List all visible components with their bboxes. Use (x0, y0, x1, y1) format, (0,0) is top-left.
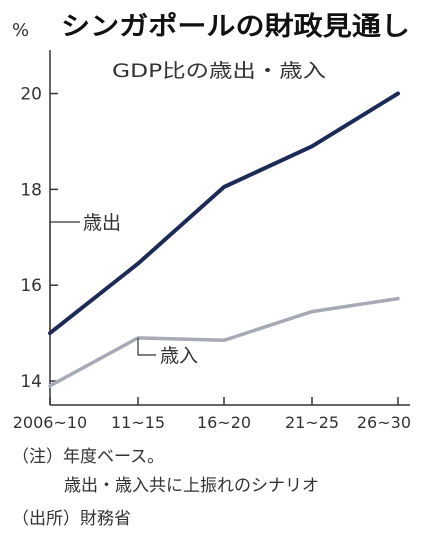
axes: 14 16 18 20 2006~10 11~15 16~20 21~25 26~30 (13, 50, 411, 432)
x-tick-label: 26~30 (357, 413, 411, 432)
chart-title: シンガポールの財政見通し (61, 11, 410, 42)
expenditure-label: 歳出 (83, 212, 121, 234)
series-lines (48, 91, 400, 388)
revenue-leader-line (137, 337, 156, 356)
footnote-scenario: 歳出・歳入共に上振れのシナリオ (64, 476, 319, 496)
chart-subtitle: GDP比の歳出・歳入 (112, 60, 326, 82)
revenue-line (48, 296, 400, 388)
y-tick-label: 18 (20, 180, 42, 200)
expenditure-line (48, 91, 400, 336)
revenue-label: 歳入 (160, 345, 198, 367)
chart: % シンガポールの財政見通し GDP比の歳出・歳入 14 16 18 20 2006~1… (12, 11, 411, 432)
y-unit-label: % (12, 20, 29, 41)
expenditure-leader-line (49, 221, 80, 334)
y-tick-label: 16 (20, 276, 42, 296)
x-tick-label: 21~25 (285, 413, 339, 432)
y-tick-label: 14 (20, 372, 42, 392)
x-tick-label: 11~15 (111, 413, 165, 432)
source-note: （出所）財務省 (12, 509, 131, 529)
x-tick-label: 16~20 (197, 413, 251, 432)
x-tick-label: 2006~10 (13, 413, 87, 432)
footnote-basis: （注）年度ベース。 (12, 447, 165, 467)
y-tick-label: 20 (20, 85, 42, 105)
